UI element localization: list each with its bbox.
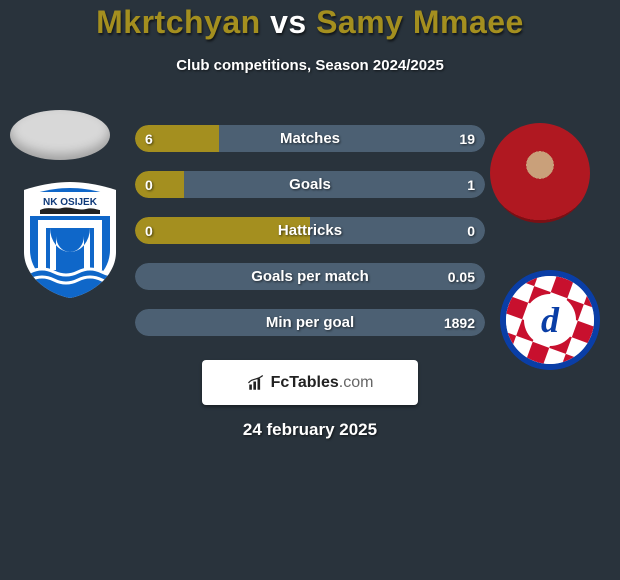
stats-bars: Matches619Goals01Hattricks00Goals per ma…	[135, 125, 485, 355]
fctables-domain: .com	[339, 374, 374, 391]
title-vs: vs	[270, 4, 307, 40]
page-title: Mkrtchyan vs Samy Mmaee	[0, 0, 620, 41]
stat-label: Goals	[135, 171, 485, 198]
club-name-text: NK OSIJEK	[43, 197, 98, 208]
dinamo-letter: d	[541, 300, 560, 340]
stat-label: Min per goal	[135, 309, 485, 336]
fctables-badge: FcTables.com	[202, 360, 418, 405]
stat-label: Matches	[135, 125, 485, 152]
stat-label: Hattricks	[135, 217, 485, 244]
stat-value-left: 0	[135, 171, 163, 198]
stat-value-right: 0.05	[438, 263, 485, 290]
stat-bar: Goals per match0.05	[135, 263, 485, 290]
stat-value-right: 1	[457, 171, 485, 198]
stat-bar: Hattricks0 0	[135, 217, 485, 244]
marten-icon	[40, 208, 100, 214]
stat-bar: Goals0 1	[135, 171, 485, 198]
stat-bar: Matches6 19	[135, 125, 485, 152]
avatar-player1	[10, 110, 110, 160]
stat-value-left: 6	[135, 125, 163, 152]
stat-value-right: 0	[457, 217, 485, 244]
stat-label: Goals per match	[135, 263, 485, 290]
fctables-text: FcTables.com	[271, 374, 374, 392]
subtitle: Club competitions, Season 2024/2025	[0, 57, 620, 74]
avatar-player2	[490, 123, 590, 223]
waves-icon	[30, 269, 120, 300]
stat-bar: Min per goal1892	[135, 309, 485, 336]
title-player2: Samy Mmaee	[316, 4, 524, 40]
club-badge-player2: d	[500, 270, 600, 370]
stat-value-left: 0	[135, 217, 163, 244]
fctables-name: FcTables	[271, 374, 339, 391]
infographic: Mkrtchyan vs Samy Mmaee Club competition…	[0, 0, 620, 580]
barchart-icon	[247, 374, 265, 392]
stat-value-right: 19	[449, 125, 485, 152]
club-badge-player1: NK OSIJEK	[20, 180, 120, 300]
title-player1: Mkrtchyan	[96, 4, 261, 40]
stat-value-right: 1892	[434, 309, 485, 336]
date-text: 24 february 2025	[0, 420, 620, 440]
